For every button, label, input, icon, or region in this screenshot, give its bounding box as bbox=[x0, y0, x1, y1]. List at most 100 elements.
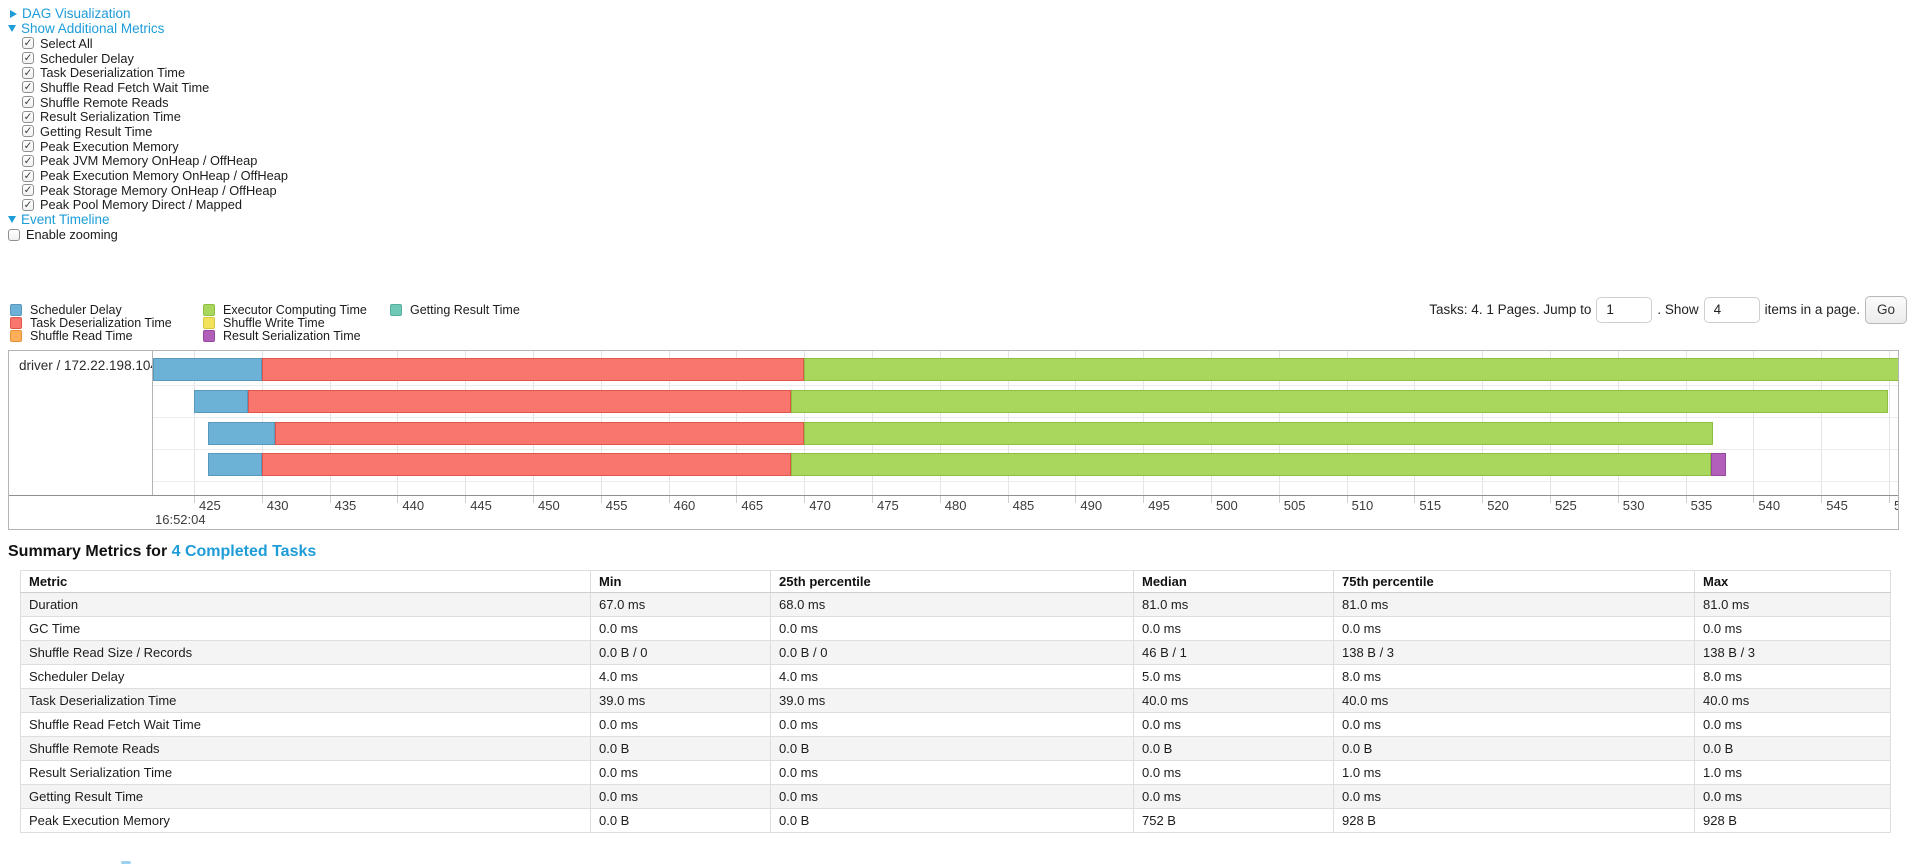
metric-checkbox-peak-storage-memory-onheap-offheap[interactable]: ✓ Peak Storage Memory OnHeap / OffHeap bbox=[22, 183, 1907, 198]
legend-swatch-icon bbox=[10, 303, 22, 316]
table-row-peak-execution-memory: Peak Execution Memory 0.0 B 0.0 B 752 B 928 … bbox=[20, 807, 1891, 833]
axis-tick-label: 550 bbox=[1894, 498, 1898, 513]
column-header-75th-percentile[interactable]: 75th percentile bbox=[1333, 569, 1695, 593]
axis-tick-label: 425 bbox=[199, 497, 221, 513]
table-row-scheduler-delay: Scheduler Delay 4.0 ms 4.0 ms 5.0 ms 8.0 ms 8… bbox=[20, 663, 1891, 689]
checkbox-label: Shuffle Remote Reads bbox=[40, 94, 169, 110]
legend-column: Getting Result Time bbox=[388, 303, 520, 342]
legend-column: Scheduler Delay Task Deserialization Time… bbox=[8, 303, 201, 343]
task-bar-segment-executor-computing-time[interactable] bbox=[804, 421, 1713, 445]
task-bar-segment-result-serialization-time[interactable] bbox=[1711, 453, 1727, 477]
task-bar-segment-executor-computing-time[interactable] bbox=[790, 389, 1888, 413]
task-bar-segment-scheduler-delay[interactable] bbox=[207, 421, 276, 445]
metric-checkbox-result-serialization-time[interactable]: ✓ Result Serialization Time bbox=[22, 109, 1907, 124]
metric-value-cell: 0.0 B / 0 bbox=[590, 639, 771, 665]
task-bar-segment-task-deserialization-time[interactable] bbox=[261, 357, 805, 381]
checkbox-checked-icon[interactable]: ✓ bbox=[22, 81, 34, 94]
metric-value-cell: 0.0 ms bbox=[1694, 615, 1891, 641]
metric-checkbox-scheduler-delay[interactable]: ✓ Scheduler Delay bbox=[22, 51, 1907, 66]
task-bar-segment-scheduler-delay[interactable] bbox=[194, 389, 249, 413]
legend-item-result-serialization-time: Result Serialization Time bbox=[201, 328, 388, 343]
timeline-plot-area[interactable] bbox=[152, 350, 1898, 495]
legend-item-task-deserialization-time: Task Deserialization Time bbox=[8, 316, 201, 330]
task-bar-segment-executor-computing-time[interactable] bbox=[790, 453, 1712, 477]
metric-checkbox-shuffle-read-fetch-wait-time[interactable]: ✓ Shuffle Read Fetch Wait Time bbox=[22, 80, 1907, 95]
timeline-legend: Scheduler Delay Task Deserialization Time… bbox=[8, 303, 1907, 343]
task-pagination: Tasks: 4. 1 Pages. Jump to . Show items … bbox=[1429, 295, 1907, 324]
axis-tick bbox=[1007, 495, 1009, 503]
axis-tick bbox=[194, 495, 195, 503]
metric-value-cell: 0.0 ms bbox=[1333, 783, 1695, 809]
task-bar-segment-scheduler-delay[interactable] bbox=[207, 453, 262, 477]
metric-value-cell: 0.0 ms bbox=[770, 759, 1134, 785]
axis-tick bbox=[1753, 495, 1755, 503]
event-timeline-toggle[interactable]: Event Timeline bbox=[8, 212, 1907, 227]
legend-label: Result Serialization Time bbox=[223, 328, 361, 343]
checkbox-checked-icon[interactable]: ✓ bbox=[22, 198, 34, 211]
metric-checkbox-peak-jvm-memory-onheap-offheap[interactable]: ✓ Peak JVM Memory OnHeap / OffHeap bbox=[22, 153, 1907, 169]
metric-value-cell: 8.0 ms bbox=[1694, 663, 1891, 689]
axis-tick bbox=[600, 495, 602, 503]
checkbox-checked-icon[interactable]: ✓ bbox=[22, 52, 34, 65]
metric-value-cell: 81.0 ms bbox=[1133, 591, 1334, 617]
task-bar-segment-task-deserialization-time[interactable] bbox=[275, 421, 805, 445]
checkbox-checked-icon[interactable]: ✓ bbox=[22, 184, 34, 197]
checkbox-checked-icon[interactable]: ✓ bbox=[22, 110, 34, 123]
checkbox-unchecked-icon[interactable] bbox=[8, 228, 20, 241]
summary-metrics-title: Summary Metrics for 4 Completed Tasks bbox=[8, 543, 1907, 561]
stage-controls: DAG Visualization Show Additional Metric… bbox=[0, 0, 1907, 242]
metric-checkbox-peak-execution-memory[interactable]: ✓ Peak Execution Memory bbox=[22, 139, 1907, 154]
column-header-max[interactable]: Max bbox=[1694, 569, 1891, 593]
metric-value-cell: 0.0 ms bbox=[770, 615, 1134, 641]
axis-tick bbox=[1889, 495, 1890, 503]
checkbox-checked-icon[interactable]: ✓ bbox=[22, 140, 34, 153]
enable-zooming-checkbox[interactable]: Enable zooming bbox=[8, 227, 1907, 242]
metric-checkbox-peak-execution-memory-onheap-offheap[interactable]: ✓ Peak Execution Memory OnHeap / OffHeap bbox=[22, 168, 1907, 183]
legend-item-shuffle-write-time: Shuffle Write Time bbox=[201, 316, 388, 330]
metric-value-cell: 46 B / 1 bbox=[1133, 639, 1334, 665]
column-header-median[interactable]: Median bbox=[1133, 569, 1334, 593]
checkbox-checked-icon[interactable]: ✓ bbox=[22, 96, 34, 109]
checkbox-checked-icon[interactable]: ✓ bbox=[22, 37, 34, 50]
column-header-min[interactable]: Min bbox=[590, 569, 771, 593]
task-bar-segment-executor-computing-time[interactable] bbox=[804, 357, 1898, 381]
legend-swatch-icon bbox=[203, 329, 215, 342]
expanded-arrow-icon bbox=[8, 25, 16, 32]
column-header-25th-percentile[interactable]: 25th percentile bbox=[770, 569, 1134, 593]
metric-value-cell: 0.0 ms bbox=[590, 615, 771, 641]
task-bar-segment-task-deserialization-time[interactable] bbox=[261, 453, 791, 477]
page-size-input[interactable] bbox=[1703, 296, 1760, 323]
checkbox-label: Peak JVM Memory OnHeap / OffHeap bbox=[40, 153, 258, 169]
checkbox-checked-icon[interactable]: ✓ bbox=[22, 125, 34, 138]
checkbox-checked-icon[interactable]: ✓ bbox=[22, 169, 34, 182]
completed-tasks-link[interactable]: 4 Completed Tasks bbox=[171, 542, 317, 560]
metric-name-cell: GC Time bbox=[20, 615, 591, 641]
axis-tick bbox=[1617, 495, 1619, 503]
go-button[interactable]: Go bbox=[1864, 295, 1907, 324]
axis-tick-label: 545 bbox=[1826, 497, 1848, 513]
gridline bbox=[194, 350, 195, 495]
gridline bbox=[1889, 350, 1890, 495]
show-additional-metrics-label: Show Additional Metrics bbox=[21, 21, 165, 36]
show-additional-metrics-toggle[interactable]: Show Additional Metrics bbox=[8, 21, 1907, 36]
metric-value-cell: 81.0 ms bbox=[1333, 591, 1695, 617]
checkbox-checked-icon[interactable]: ✓ bbox=[22, 154, 34, 167]
metric-value-cell: 0.0 B bbox=[770, 807, 1134, 833]
dag-visualization-toggle[interactable]: DAG Visualization bbox=[8, 6, 1907, 21]
metric-value-cell: 0.0 B bbox=[1133, 735, 1334, 761]
axis-tick-label: 525 bbox=[1555, 497, 1577, 513]
task-bar-segment-task-deserialization-time[interactable] bbox=[248, 389, 791, 413]
axis-tick-label: 485 bbox=[1012, 497, 1035, 513]
axis-tick-label: 505 bbox=[1283, 497, 1306, 513]
metric-checkbox-task-deserialization-time[interactable]: ✓ Task Deserialization Time bbox=[22, 65, 1907, 80]
axis-tick-label: 530 bbox=[1622, 497, 1645, 513]
metric-value-cell: 0.0 ms bbox=[1133, 711, 1334, 737]
metric-checkbox-shuffle-remote-reads[interactable]: ✓ Shuffle Remote Reads bbox=[22, 95, 1907, 110]
task-bar-segment-scheduler-delay[interactable] bbox=[153, 357, 262, 381]
metric-checkbox-getting-result-time[interactable]: ✓ Getting Result Time bbox=[22, 124, 1907, 139]
metric-checkbox-peak-pool-memory-direct-mapped[interactable]: ✓ Peak Pool Memory Direct / Mapped bbox=[22, 197, 1907, 212]
metric-checkbox-select-all[interactable]: ✓ Select All bbox=[22, 36, 1907, 51]
checkbox-checked-icon[interactable]: ✓ bbox=[22, 66, 34, 79]
jump-to-page-input[interactable] bbox=[1596, 296, 1653, 323]
column-header-metric[interactable]: Metric bbox=[20, 569, 591, 593]
